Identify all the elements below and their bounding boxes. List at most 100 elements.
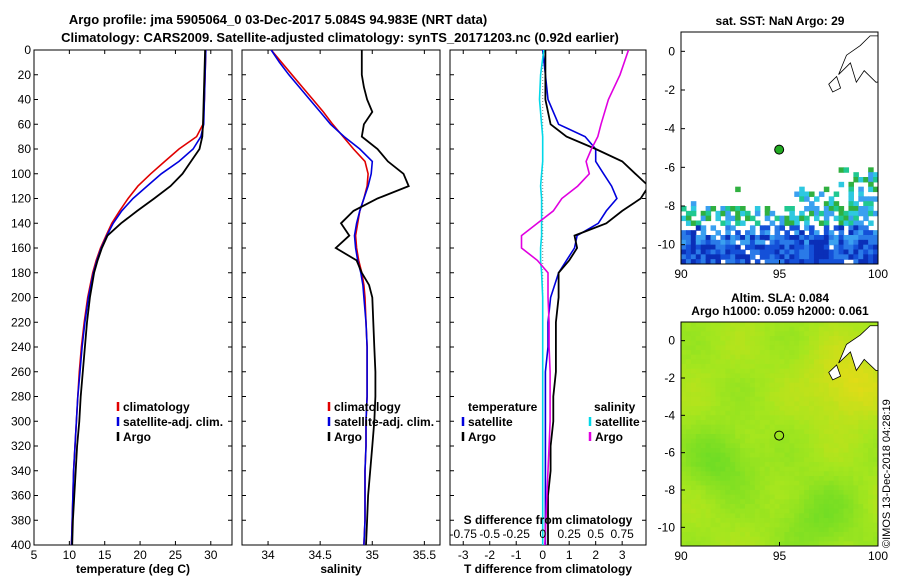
sla-cell — [833, 392, 840, 398]
sla-cell — [730, 364, 736, 370]
sla-cell — [813, 424, 820, 430]
sst-cell — [848, 239, 854, 246]
sla-cell — [745, 522, 751, 528]
sla-cell — [868, 508, 874, 514]
sla-cell — [700, 420, 707, 426]
sla-cell — [833, 429, 840, 435]
sla-cell — [735, 504, 741, 510]
sla-cell — [818, 382, 825, 388]
sst-cell — [764, 254, 771, 260]
sst-cell — [779, 215, 786, 222]
sla-cell — [838, 420, 845, 426]
sst-cell — [799, 259, 805, 264]
sla-cell — [823, 480, 830, 486]
sst-cell — [853, 254, 859, 260]
sst-cell — [710, 235, 717, 241]
sst-cell — [833, 249, 840, 255]
sla-cell — [685, 471, 692, 477]
sla-cell — [720, 368, 726, 374]
sst-cell — [749, 244, 756, 251]
sla-cell — [853, 480, 859, 486]
sla-cell — [700, 541, 707, 546]
sla-cell — [873, 508, 878, 514]
sla-cell — [754, 532, 761, 538]
sla-cell — [838, 429, 845, 435]
sla-cell — [813, 499, 820, 505]
sla-cell — [749, 448, 756, 454]
sla-cell — [745, 457, 751, 463]
sla-cell — [769, 541, 776, 546]
sla-cell — [681, 518, 687, 524]
sla-cell — [818, 508, 825, 514]
sla-cell — [779, 466, 786, 472]
sla-cell — [764, 406, 771, 412]
sla-cell — [769, 331, 776, 337]
sla-cell — [685, 364, 692, 370]
sla-cell — [705, 373, 712, 379]
sla-cell — [809, 429, 815, 435]
sla-cell — [695, 336, 702, 342]
sst-cell — [769, 249, 776, 255]
sla-cell — [774, 490, 781, 496]
sla-cell — [749, 443, 756, 449]
sla-cell — [774, 396, 781, 402]
sst-cell — [858, 191, 864, 197]
sla-cell — [745, 350, 751, 356]
sla-cell — [710, 326, 717, 332]
sla-cell — [873, 406, 878, 412]
temp-xtick-label: 30 — [204, 548, 218, 562]
sla-cell — [735, 336, 741, 342]
sst-cell — [794, 191, 800, 197]
sst-cell — [863, 239, 869, 246]
sst-cell — [749, 225, 756, 231]
sst-cell — [681, 254, 687, 260]
sst-cell — [848, 206, 854, 212]
sla-cell — [735, 466, 741, 472]
sst-cell — [740, 206, 746, 212]
sla-cell — [779, 415, 786, 421]
sla-cell — [685, 322, 692, 328]
sla-cell — [710, 476, 717, 482]
sla-cell — [838, 364, 845, 370]
sla-cell — [695, 541, 702, 546]
diff-xtick-label: -3 — [458, 548, 469, 562]
sla-cell — [784, 485, 790, 491]
sla-cell — [809, 322, 815, 328]
sla-cell — [813, 476, 820, 482]
sla-cell — [749, 518, 756, 524]
sla-cell — [715, 443, 721, 449]
sla-cell — [700, 429, 707, 435]
sla-cell — [749, 532, 756, 538]
sla-cell — [823, 448, 830, 454]
sla-cell — [848, 504, 854, 510]
sla-cell — [809, 396, 815, 402]
sla-cell — [809, 368, 815, 374]
sla-cell — [818, 466, 825, 472]
sla-cell — [858, 508, 864, 514]
sla-cell — [769, 382, 776, 388]
sla-cell — [774, 508, 781, 514]
sla-cell — [848, 424, 854, 430]
sst-cell — [823, 210, 830, 217]
sst-cell — [720, 235, 726, 241]
sla-cell — [873, 382, 878, 388]
sla-cell — [695, 392, 702, 398]
sla-cell — [789, 480, 795, 486]
sst-cell — [853, 230, 859, 236]
sst-cell — [838, 249, 845, 255]
sst-cell — [813, 239, 820, 246]
sst-cell — [710, 249, 717, 255]
sla-cell — [858, 518, 864, 524]
sla-cell — [858, 438, 864, 444]
sla-cell — [681, 499, 687, 505]
sla-cell — [710, 378, 717, 384]
sla-cell — [730, 382, 736, 388]
sla-cell — [769, 471, 776, 477]
sla-cell — [828, 345, 835, 351]
sla-cell — [710, 354, 717, 360]
sla-cell — [818, 364, 825, 370]
sst-cell — [843, 249, 850, 255]
sla-cell — [804, 331, 810, 337]
temp-legend-label: Argo — [123, 430, 151, 444]
sla-cell — [685, 508, 692, 514]
